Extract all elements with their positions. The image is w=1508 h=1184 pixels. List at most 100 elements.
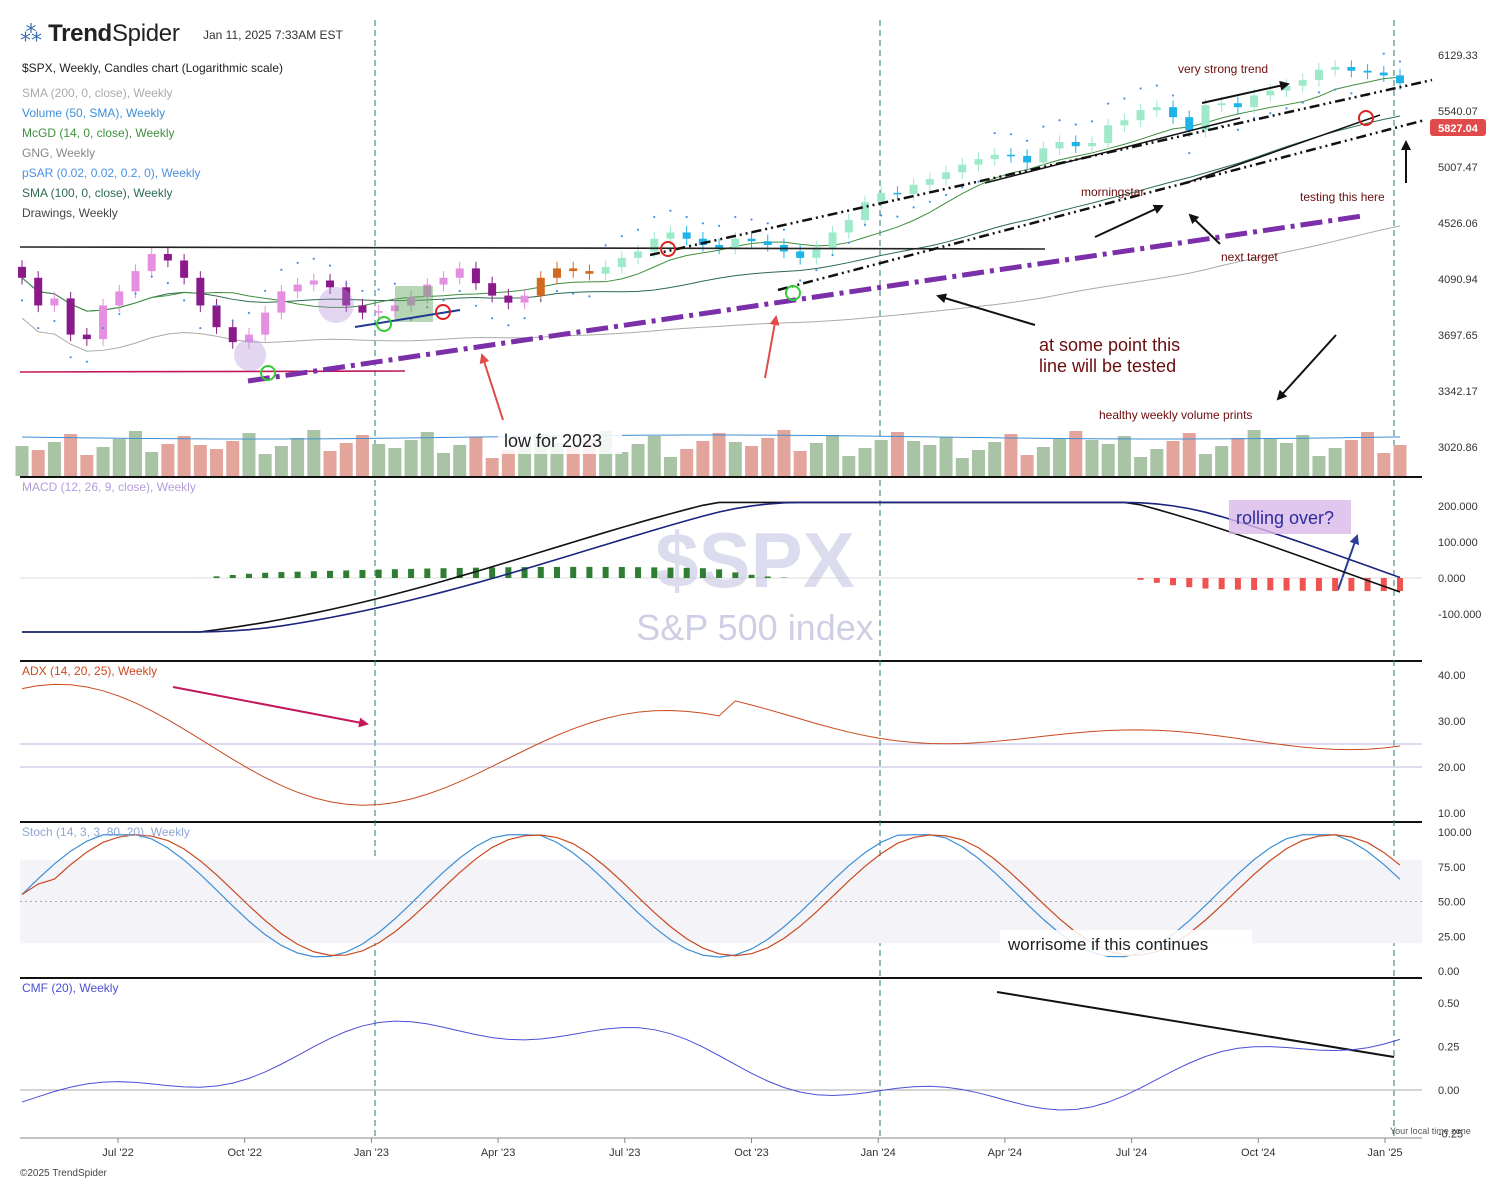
psar-dot: [1350, 92, 1353, 95]
annotation-arrow: [172, 686, 369, 728]
candle-body: [1039, 148, 1048, 163]
macd-tick-label: 100.000: [1438, 537, 1478, 549]
mcgd-line: [21, 76, 1401, 312]
indicator-legend-item[interactable]: pSAR (0.02, 0.02, 0.2, 0), Weekly: [22, 166, 201, 180]
candle-body: [990, 154, 999, 160]
volume-bar: [226, 441, 240, 476]
annotation-arrow: [479, 353, 504, 421]
candle-body: [1185, 117, 1194, 131]
candle-body: [731, 238, 740, 248]
macd-histogram-bar: [1315, 578, 1322, 591]
psar-dot: [1107, 102, 1110, 105]
candle-body: [715, 245, 724, 248]
annotation-tested-line2: line will be tested: [1039, 356, 1176, 376]
psar-dot: [880, 214, 883, 217]
resistance-line: [19, 246, 1046, 250]
candle-body: [1006, 154, 1015, 157]
volume-bar: [64, 434, 78, 476]
volume-bar: [1312, 456, 1326, 476]
psar-dot: [377, 288, 380, 291]
psar-dot: [1139, 87, 1142, 90]
candle-body: [1314, 69, 1323, 81]
volume-bar: [1101, 444, 1115, 476]
psar-dot: [166, 282, 170, 285]
candle-body: [1136, 110, 1145, 121]
volume-bar: [777, 430, 791, 476]
adx-tick-label: 10.00: [1438, 808, 1466, 820]
volume-bar: [1053, 439, 1067, 476]
macd-histogram-bar: [521, 567, 528, 578]
annotation-worrisome: worrisome if this continues: [1007, 935, 1208, 954]
candle-body: [650, 238, 659, 252]
panel-title: MACD (12, 26, 9, close), Weekly: [22, 480, 196, 494]
candle-body: [293, 284, 302, 292]
psar-dot: [231, 319, 234, 322]
indicator-legend-item[interactable]: Drawings, Weekly: [22, 206, 118, 220]
indicator-legend-item[interactable]: McGD (14, 0, close), Weekly: [22, 126, 175, 140]
candle-body: [958, 164, 967, 173]
macd-histogram-bar: [1186, 578, 1193, 588]
logo-text-light: Spider: [111, 20, 180, 47]
candle-body: [196, 277, 205, 306]
psar-dot: [588, 295, 591, 298]
psar-dot: [977, 180, 980, 183]
logo-icon: ⁂: [20, 21, 42, 46]
candle-body: [471, 268, 480, 284]
candle-body: [407, 297, 416, 306]
psar-dot: [782, 228, 786, 231]
copyright: ©2025 TrendSpider: [20, 1168, 107, 1179]
macd-histogram-bar: [1299, 578, 1306, 591]
timezone-label[interactable]: Your local time zone: [1390, 1126, 1471, 1136]
psar-dot: [491, 317, 494, 320]
macd-histogram-bar: [635, 567, 642, 578]
candle-body: [828, 232, 837, 248]
psar-dot: [1382, 52, 1385, 55]
psar-dot: [474, 304, 478, 307]
indicator-legend-item[interactable]: SMA (200, 0, close), Weekly: [22, 86, 173, 100]
macd-histogram-bar: [213, 576, 220, 578]
psar-dot: [328, 264, 332, 267]
candle-body: [569, 268, 578, 272]
volume-bar: [907, 441, 921, 476]
volume-bar: [1198, 454, 1212, 476]
psar-dot: [1269, 112, 1272, 115]
logo-text-bold: Trend: [48, 20, 112, 47]
macd-histogram-bar: [1397, 578, 1403, 591]
volume-bar: [210, 449, 224, 476]
macd-histogram-bar: [1283, 578, 1290, 591]
signal-marker: [260, 365, 276, 381]
candle-body: [82, 334, 91, 340]
psar-dot: [896, 215, 899, 218]
candle-body: [374, 311, 383, 313]
volume-bar: [274, 446, 288, 476]
annotation-arrow: [936, 293, 1036, 326]
psar-dot: [685, 215, 688, 219]
candle-body: [1023, 155, 1032, 163]
indicator-legend-item[interactable]: GNG, Weekly: [22, 146, 96, 160]
indicator-legend-item[interactable]: SMA (100, 0, close), Weekly: [22, 186, 173, 200]
volume-bar: [1328, 448, 1342, 476]
candle-body: [552, 268, 561, 278]
candle-body: [698, 238, 707, 246]
adx-line: [21, 683, 1401, 806]
x-tick-label: Oct '24: [1241, 1147, 1276, 1159]
macd-histogram-bar: [570, 566, 577, 578]
candle-body: [520, 295, 529, 303]
volume-bar: [1280, 443, 1294, 476]
volume-bar: [1134, 457, 1148, 476]
volume-bar: [1036, 447, 1050, 476]
candle-body: [277, 291, 286, 313]
annotation-testing: testing this here: [1300, 190, 1385, 204]
candle-body: [1282, 85, 1291, 91]
volume-bar: [501, 450, 515, 476]
indicator-legend-item[interactable]: Volume (50, SMA), Weekly: [22, 106, 166, 120]
chart-title[interactable]: $SPX, Weekly, Candles chart (Logarithmic…: [22, 61, 283, 75]
candle-body: [261, 312, 270, 335]
psar-dot: [944, 193, 948, 197]
candle-body: [747, 238, 756, 242]
volume-bar: [1069, 431, 1083, 476]
volume-bar: [923, 445, 937, 476]
candle-body: [682, 232, 691, 239]
macd-tick-label: 0.000: [1438, 573, 1466, 585]
macd-histogram-bar: [683, 567, 690, 578]
